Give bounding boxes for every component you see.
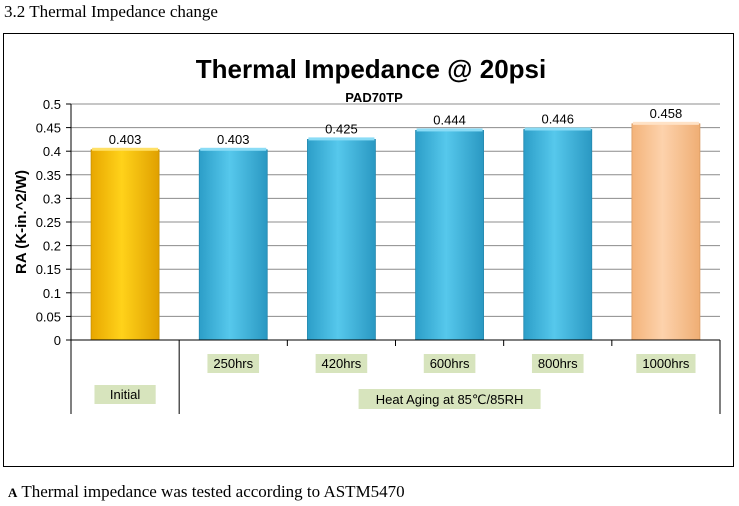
- footer-text: Thermal impedance was tested according t…: [21, 482, 405, 501]
- y-tick-label: 0.1: [43, 286, 61, 301]
- category-label-bg: [423, 354, 476, 373]
- bar-800hrs: [523, 129, 593, 341]
- y-tick-label: 0.15: [36, 262, 61, 277]
- bar-1000hrs: [631, 123, 701, 341]
- value-label: 0.446: [541, 111, 574, 126]
- bar-250hrs: [198, 149, 268, 341]
- category-label-bg: [207, 354, 260, 373]
- bar-600hrs: [415, 130, 484, 341]
- x-axis: 250hrs 420hrs 600hrs 800hrs 1000hrs Initial He…: [70, 339, 721, 414]
- bars: [90, 121, 701, 341]
- value-label: 0.425: [325, 121, 358, 136]
- bar-initial: [90, 149, 160, 341]
- group-label-aging: Heat Aging at 85℃/85RH: [376, 392, 524, 407]
- y-axis-ticks: 0 0.05 0.1 0.15 0.2 0.25 0.3 0.35 0.4 0.45 0.5: [36, 97, 72, 348]
- value-labels: 0.403 0.403 0.425 0.444 0.446 0.458: [109, 106, 682, 147]
- category-label: 800hrs: [538, 356, 578, 371]
- category-label: 420hrs: [322, 356, 362, 371]
- bar-top-highlight: [416, 128, 483, 132]
- bar-top-highlight: [524, 127, 591, 131]
- chart-subtitle: PAD70TP: [345, 90, 403, 105]
- bar-top-highlight: [200, 147, 267, 151]
- y-axis-label: RA (K-in.^2/W): [13, 170, 30, 274]
- y-tick-label: 0: [54, 333, 61, 348]
- gridlines: [71, 103, 720, 341]
- bar-top-highlight: [308, 137, 375, 141]
- category-label: 250hrs: [213, 356, 253, 371]
- chart-title: Thermal Impedance @ 20psi: [196, 54, 546, 84]
- y-tick-label: 0.3: [43, 191, 61, 206]
- aging-label-bg: [358, 389, 541, 409]
- y-tick-label: 0.45: [36, 121, 61, 136]
- y-tick-label: 0.35: [36, 168, 61, 183]
- value-label: 0.444: [433, 112, 466, 127]
- category-label-bg: [531, 354, 584, 373]
- category-label-bg: [315, 354, 368, 373]
- value-label: 0.458: [650, 106, 683, 121]
- value-label: 0.403: [109, 132, 142, 147]
- category-label-bg: [636, 354, 696, 373]
- footer-prefix: A: [8, 485, 18, 500]
- y-tick-label: 0.25: [36, 215, 61, 230]
- bar-top-highlight: [632, 121, 699, 125]
- group-label-initial: Initial: [110, 387, 140, 402]
- y-tick-label: 0.2: [43, 239, 61, 254]
- y-tick-label: 0.4: [43, 144, 61, 159]
- bar-top-highlight: [92, 147, 159, 151]
- category-label: 600hrs: [430, 356, 470, 371]
- section-heading: 3.2 Thermal Impedance change: [4, 2, 218, 21]
- initial-label-bg: [94, 385, 156, 404]
- chart-frame: Thermal Impedance @ 20psi PAD70TP RA (K-…: [3, 33, 734, 467]
- thermal-impedance-chart: Thermal Impedance @ 20psi PAD70TP RA (K-…: [13, 54, 721, 414]
- category-label: 1000hrs: [642, 356, 689, 371]
- footer-note: A Thermal impedance was tested according…: [8, 482, 405, 502]
- value-label: 0.403: [217, 132, 250, 147]
- y-tick-label: 0.05: [36, 309, 61, 324]
- y-tick-label: 0.5: [43, 97, 61, 112]
- bar-420hrs: [307, 139, 376, 341]
